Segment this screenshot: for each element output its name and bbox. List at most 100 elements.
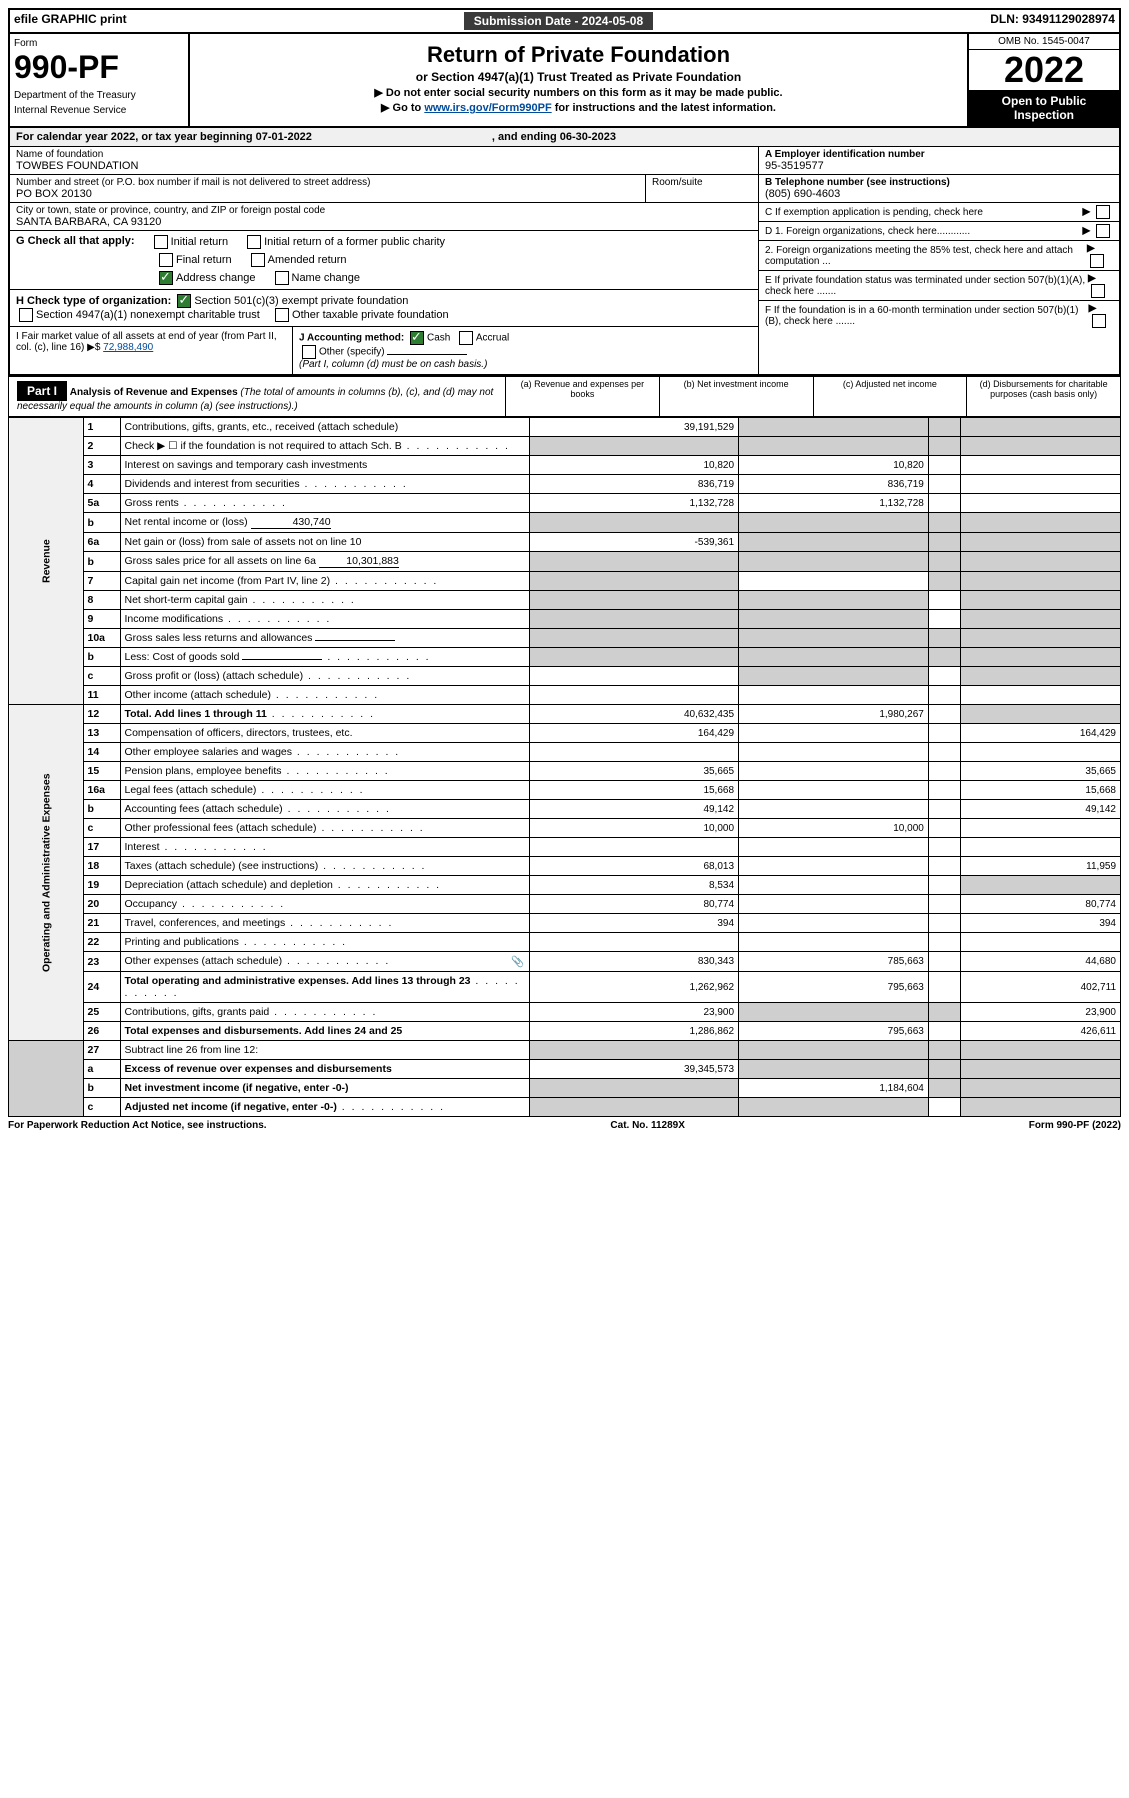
cell-d: 164,429	[960, 724, 1120, 743]
line-number: 11	[83, 686, 120, 705]
cell-a	[529, 648, 739, 667]
cell-b: 10,000	[739, 819, 929, 838]
telephone: (805) 690-4603	[765, 188, 840, 200]
form-title: Return of Private Foundation	[196, 42, 961, 68]
cell-a: 49,142	[529, 800, 739, 819]
cell-d	[960, 933, 1120, 952]
cell-b	[739, 1003, 929, 1022]
header-right: OMB No. 1545-0047 2022 Open to Public In…	[967, 34, 1119, 126]
cell-b	[739, 762, 929, 781]
cb-other-method[interactable]	[302, 345, 316, 359]
cell-d: 15,668	[960, 781, 1120, 800]
cell-c	[928, 591, 960, 610]
cell-c	[928, 819, 960, 838]
cell-b: 795,663	[739, 1022, 929, 1041]
line-number: 16a	[83, 781, 120, 800]
cell-c	[928, 533, 960, 552]
col-c-header: (c) Adjusted net income	[814, 377, 968, 416]
info-left: Name of foundation TOWBES FOUNDATION Num…	[10, 147, 758, 374]
cb-initial-public[interactable]	[247, 235, 261, 249]
cell-b: 1,132,728	[739, 494, 929, 513]
line-description: Less: Cost of goods sold	[120, 648, 529, 667]
cell-b: 795,663	[739, 972, 929, 1003]
table-row: 20Occupancy80,77480,774	[9, 895, 1121, 914]
line-description: Gross rents	[120, 494, 529, 513]
cb-d1[interactable]	[1096, 224, 1110, 238]
line-description: Accounting fees (attach schedule)	[120, 800, 529, 819]
calendar-year-row: For calendar year 2022, or tax year begi…	[8, 128, 1121, 147]
cb-f[interactable]	[1092, 314, 1106, 328]
line-number: 27	[83, 1041, 120, 1060]
col-d-header: (d) Disbursements for charitable purpose…	[967, 377, 1120, 416]
ssn-note: ▶ Do not enter social security numbers o…	[196, 86, 961, 99]
cell-b	[739, 437, 929, 456]
cell-d	[960, 629, 1120, 648]
cell-c	[928, 475, 960, 494]
cell-c	[928, 629, 960, 648]
line-description: Excess of revenue over expenses and disb…	[120, 1060, 529, 1079]
fmv-link[interactable]: 72,988,490	[103, 342, 153, 353]
table-row: 16aLegal fees (attach schedule)15,66815,…	[9, 781, 1121, 800]
cell-a	[529, 552, 739, 572]
line-description: Net rental income or (loss) 430,740	[120, 513, 529, 533]
line-number: 3	[83, 456, 120, 475]
room-cell: Room/suite	[645, 175, 758, 203]
cb-d2[interactable]	[1090, 254, 1104, 268]
cell-d	[960, 648, 1120, 667]
cb-4947a1[interactable]	[19, 308, 33, 322]
cb-initial-return[interactable]	[154, 235, 168, 249]
line-description: Travel, conferences, and meetings	[120, 914, 529, 933]
cb-name-change[interactable]	[275, 271, 289, 285]
irs-link[interactable]: www.irs.gov/Form990PF	[424, 102, 551, 114]
line-description: Gross profit or (loss) (attach schedule)	[120, 667, 529, 686]
cell-d	[960, 1041, 1120, 1060]
line-number: 25	[83, 1003, 120, 1022]
cell-c	[928, 705, 960, 724]
line-number: 9	[83, 610, 120, 629]
foundation-name: TOWBES FOUNDATION	[16, 160, 138, 172]
cb-e[interactable]	[1091, 284, 1105, 298]
line-description: Compensation of officers, directors, tru…	[120, 724, 529, 743]
line-description: Subtract line 26 from line 12:	[120, 1041, 529, 1060]
cell-d	[960, 494, 1120, 513]
cell-d: 49,142	[960, 800, 1120, 819]
ein: 95-3519577	[765, 160, 824, 172]
table-row: bGross sales price for all assets on lin…	[9, 552, 1121, 572]
line-number: 21	[83, 914, 120, 933]
cell-a: 1,132,728	[529, 494, 739, 513]
cell-c	[928, 1022, 960, 1041]
cell-b	[739, 857, 929, 876]
cell-b	[739, 667, 929, 686]
cb-cash[interactable]	[410, 331, 424, 345]
line-description: Adjusted net income (if negative, enter …	[120, 1098, 529, 1117]
cb-c[interactable]	[1096, 205, 1110, 219]
line-number: 20	[83, 895, 120, 914]
cb-address-change[interactable]	[159, 271, 173, 285]
cell-a	[529, 572, 739, 591]
cb-accrual[interactable]	[459, 331, 473, 345]
cb-final-return[interactable]	[159, 253, 173, 267]
line-description: Gross sales price for all assets on line…	[120, 552, 529, 572]
cell-a: 10,000	[529, 819, 739, 838]
table-row: 15Pension plans, employee benefits35,665…	[9, 762, 1121, 781]
cell-c	[928, 437, 960, 456]
table-row: 17Interest	[9, 838, 1121, 857]
cb-501c3[interactable]	[177, 294, 191, 308]
cell-b	[739, 876, 929, 895]
section-j: J Accounting method: Cash Accrual Other …	[293, 327, 758, 374]
line-description: Other professional fees (attach schedule…	[120, 819, 529, 838]
line-description: Pension plans, employee benefits	[120, 762, 529, 781]
cell-b	[739, 591, 929, 610]
cb-amended-return[interactable]	[251, 253, 265, 267]
footer-right: Form 990-PF (2022)	[1029, 1120, 1121, 1131]
bottom-pad	[9, 1041, 84, 1117]
line-number: 19	[83, 876, 120, 895]
cb-other-taxable[interactable]	[275, 308, 289, 322]
cell-a: 836,719	[529, 475, 739, 494]
line-description: Other income (attach schedule)	[120, 686, 529, 705]
section-h: H Check type of organization: Section 50…	[10, 290, 758, 327]
line-number: 7	[83, 572, 120, 591]
top-bar: efile GRAPHIC print Submission Date - 20…	[8, 8, 1121, 34]
cell-d	[960, 418, 1120, 437]
line-description: Capital gain net income (from Part IV, l…	[120, 572, 529, 591]
